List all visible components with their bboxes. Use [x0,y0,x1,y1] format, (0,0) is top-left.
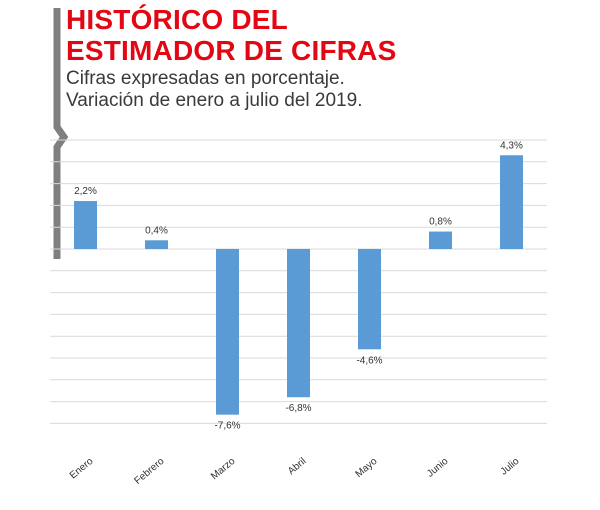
chart-subtitle-line-2: Variación de enero a julio del 2019. [66,90,363,111]
bars [74,155,523,415]
x-axis-labels: Enero Febrero Marzo Abril Mayo Junio Julio [68,456,522,487]
value-label-enero: 2,2% [74,186,97,197]
accent-bracket [53,8,69,259]
bar-abril [287,249,310,398]
value-label-marzo: -7,6% [214,421,240,432]
x-tick-label-junio: Junio [425,456,451,480]
grid-lines [50,139,547,424]
value-label-mayo: -4,6% [356,355,382,366]
x-tick-label-julio: Julio [499,456,522,478]
x-tick-label-abril: Abril [286,456,308,477]
bar-mayo [358,249,381,350]
value-label-junio: 0,8% [429,217,452,228]
chart-title-line-2: ESTIMADOR DE CIFRAS [66,35,397,66]
bar-marzo [216,249,239,415]
value-label-abril: -6,8% [285,403,311,414]
x-tick-label-enero: Enero [68,456,96,482]
bar-enero [74,201,97,249]
value-label-febrero: 0,4% [145,225,168,236]
x-tick-label-febrero: Febrero [133,456,167,487]
chart-subtitle-line-1: Cifras expresadas en porcentaje. [66,68,345,89]
x-tick-label-mayo: Mayo [354,456,380,480]
value-labels: 2,2% 0,4% -7,6% -6,8% -4,6% 0,8% 4,3% [74,140,523,431]
bar-julio [500,155,523,249]
value-label-julio: 4,3% [500,140,523,151]
x-tick-label-marzo: Marzo [209,456,238,483]
bar-febrero [145,240,168,249]
accent-bar [53,8,69,259]
bar-junio [429,231,452,249]
chart-title-line-1: HISTÓRICO DEL [66,4,288,35]
chart-header: HISTÓRICO DEL ESTIMADOR DE CIFRAS Cifras… [66,4,586,112]
